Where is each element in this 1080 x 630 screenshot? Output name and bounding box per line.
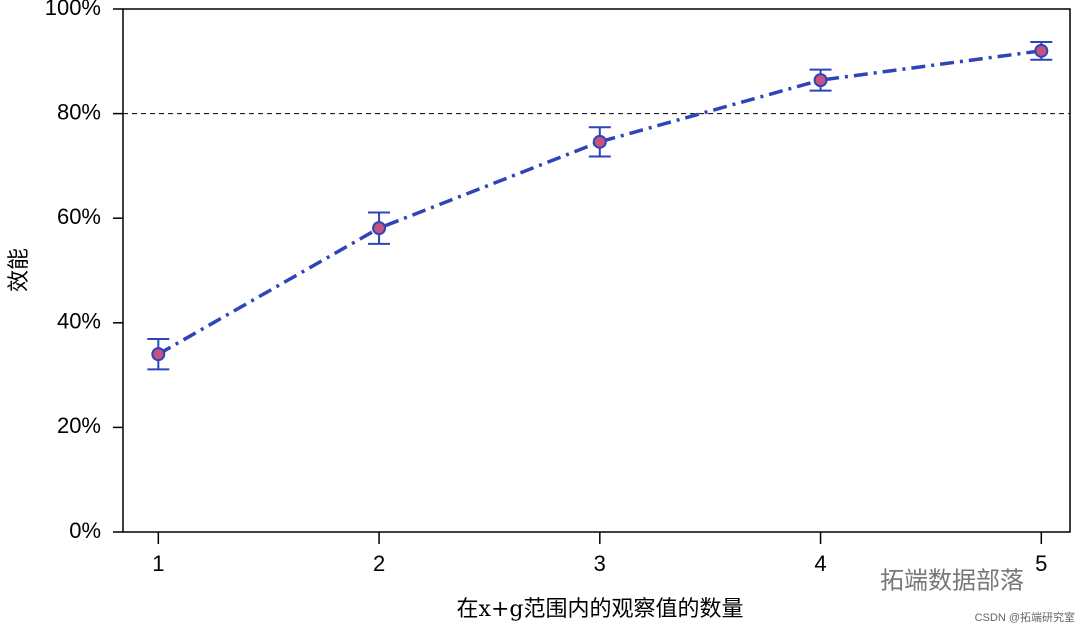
y-tick-label: 20%: [57, 413, 101, 438]
x-tick-label: 5: [1035, 551, 1047, 576]
x-tick-label: 4: [814, 551, 826, 576]
y-tick-label: 80%: [57, 99, 101, 124]
y-tick-label: 0%: [69, 518, 101, 543]
watermark: CSDN @拓端研究室: [975, 610, 1075, 624]
y-tick-label: 60%: [57, 204, 101, 229]
x-tick-label: 1: [152, 551, 164, 576]
marker: [1034, 43, 1049, 58]
y-axis-label: 效能: [6, 248, 31, 292]
marker: [372, 221, 387, 236]
plot-frame: [122, 8, 1071, 533]
y-tick-label: 40%: [57, 309, 101, 334]
line: [157, 49, 1042, 356]
x-tick-label: 3: [594, 551, 606, 576]
x-tick-label: 2: [373, 551, 385, 576]
marker: [592, 134, 607, 149]
y-tick-label: 100%: [45, 0, 101, 20]
watermark: 拓端数据部落: [880, 567, 1024, 594]
x-axis-label: 在x+g范围内的观察值的数量: [457, 597, 744, 622]
marker: [151, 347, 166, 362]
marker: [813, 73, 828, 88]
